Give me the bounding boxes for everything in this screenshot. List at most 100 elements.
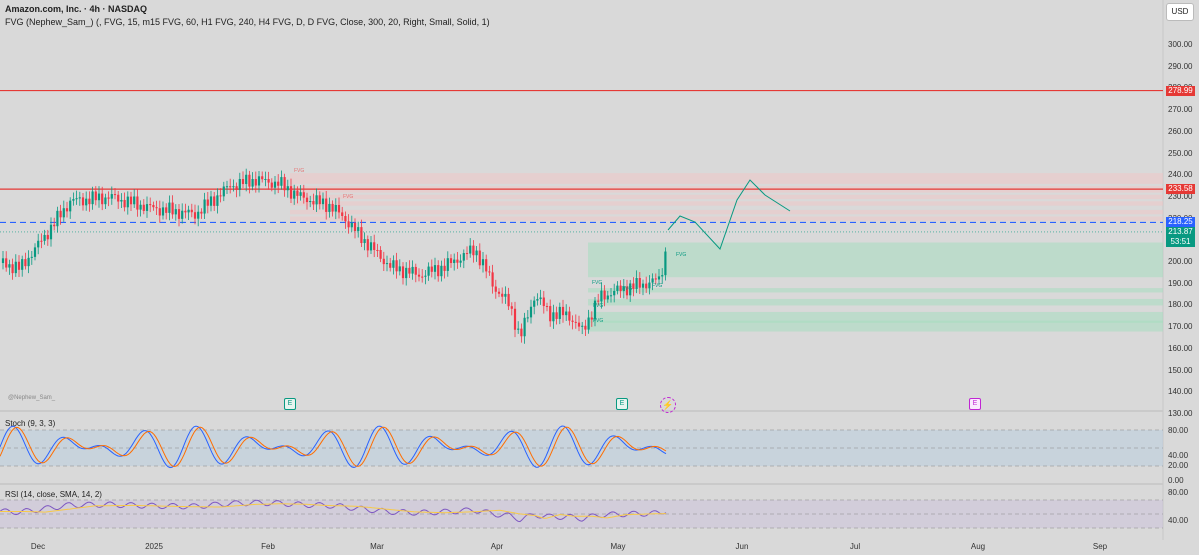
split-event-icon[interactable]: ⚡ [660, 397, 676, 413]
candle [75, 198, 78, 200]
candle [161, 207, 165, 216]
symbol-title[interactable]: Amazon.com, Inc. · 4h · NASDAQ [5, 4, 148, 14]
candle [542, 297, 545, 307]
candle [59, 210, 62, 218]
rsi-axis-label: 80.00 [1168, 488, 1189, 497]
candle [158, 208, 161, 216]
candle [513, 308, 517, 330]
candle [181, 210, 184, 219]
candle [424, 275, 427, 277]
currency-button[interactable]: USD [1166, 3, 1194, 21]
candle [491, 272, 494, 287]
candle [155, 207, 158, 209]
stoch-axis-label: 40.00 [1168, 451, 1189, 460]
candle [251, 179, 254, 187]
candle [469, 245, 472, 254]
candle [622, 286, 625, 292]
candle [165, 207, 168, 213]
price-axis-label: 270.00 [1168, 105, 1193, 115]
candle [584, 325, 587, 330]
author-watermark: @Nephew_Sam_ [8, 395, 56, 401]
candle [459, 260, 462, 263]
candle [401, 266, 405, 279]
candle [187, 209, 190, 213]
candle [475, 250, 478, 256]
candle [552, 312, 555, 322]
earnings-icon-1[interactable]: E [284, 398, 296, 410]
time-axis-label: Mar [370, 542, 384, 551]
rsi-axis-label: 40.00 [1168, 516, 1189, 525]
candle [152, 205, 155, 208]
candle [235, 186, 238, 190]
candle [344, 215, 347, 222]
candle [21, 259, 24, 270]
candle [353, 222, 357, 231]
candle [190, 209, 193, 213]
candle [526, 317, 529, 319]
candle [635, 277, 638, 289]
candle [14, 261, 17, 274]
candle [417, 274, 421, 277]
candle [577, 322, 581, 327]
stoch-axis-label: 0.00 [1168, 476, 1184, 485]
fvg-zone-bearish [290, 209, 1163, 215]
candle [472, 245, 475, 256]
candle [373, 242, 376, 250]
candle [177, 209, 181, 219]
candle [312, 201, 315, 205]
fvg-zone-bearish [290, 173, 1163, 184]
candle [446, 258, 449, 271]
candle [40, 240, 43, 242]
fvg-zone-bearish [290, 216, 1163, 221]
candle [72, 199, 75, 201]
candle [145, 204, 149, 211]
earnings-icon-3[interactable]: E [969, 398, 981, 410]
price-axis-label: 190.00 [1168, 278, 1193, 288]
candle [277, 181, 280, 186]
candle [43, 234, 46, 241]
candle [625, 286, 629, 296]
candle [337, 204, 341, 213]
fvg-tag: FVG [593, 303, 603, 309]
candle [33, 247, 37, 257]
stoch-axis-label: 20.00 [1168, 461, 1189, 470]
candle [408, 267, 411, 274]
candle [651, 278, 654, 283]
candle [536, 299, 539, 301]
candle [558, 306, 561, 319]
candle [184, 210, 187, 213]
earnings-icon-2[interactable]: E [616, 398, 628, 410]
candle [78, 197, 81, 199]
candle [648, 282, 651, 289]
candle [539, 297, 542, 300]
candle [232, 186, 235, 188]
stoch-legend[interactable]: Stoch (9, 3, 3) [5, 419, 56, 428]
candle [94, 191, 97, 201]
candle [24, 259, 27, 267]
candle [507, 293, 510, 307]
candle [280, 177, 283, 186]
candle [389, 263, 392, 268]
candle [654, 278, 657, 280]
candle [328, 203, 331, 212]
price-tag: 233.58 [1166, 184, 1195, 195]
time-axis-label: May [610, 542, 626, 551]
fvg-indicator-legend[interactable]: FVG (Nephew_Sam_) (, FVG, 15, m15 FVG, 6… [5, 17, 490, 27]
candle [126, 196, 129, 208]
candle [110, 194, 113, 199]
fvg-zone-bullish [588, 311, 1163, 323]
candle [520, 328, 523, 337]
fvg-zone-bearish [290, 201, 1163, 206]
candle [440, 265, 443, 277]
rsi-legend[interactable]: RSI (14, close, SMA, 14, 2) [5, 490, 102, 499]
candle [219, 195, 222, 197]
price-tag: 53:51 [1166, 236, 1195, 247]
candle [97, 193, 101, 201]
candle [504, 293, 507, 297]
candle [645, 283, 648, 289]
candle [533, 300, 536, 307]
candle [453, 259, 456, 264]
candle [81, 197, 85, 206]
